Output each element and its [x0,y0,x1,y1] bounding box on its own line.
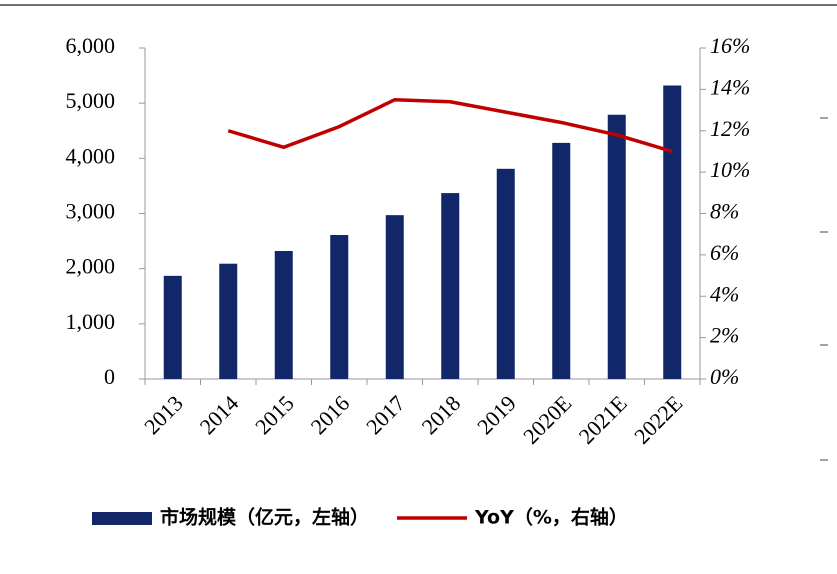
bar [274,251,293,379]
bar [385,215,404,379]
x-tick-label: 2017 [361,390,410,439]
bar [607,114,626,380]
x-tick-label: 2016 [306,390,355,439]
x-tick-label: 2018 [417,390,466,439]
x-tick-label: 2022E [629,390,687,448]
y-tick-label: 6,000 [66,33,116,58]
bar [496,168,515,379]
y2-tick-label: 2% [710,323,739,348]
legend-label: YoY（%，右轴） [474,506,628,529]
y2-tick-label: 10% [710,157,750,182]
x-tick-label: 2020E [518,390,576,448]
y2-tick-label: 0% [710,364,739,389]
x-tick-label: 2015 [250,390,299,439]
bar [219,263,238,379]
y-tick-label: 1,000 [66,309,116,334]
x-tick-label: 2019 [472,390,521,439]
y2-tick-label: 6% [710,240,739,265]
x-tick-label: 2013 [139,390,188,439]
bar [552,142,571,379]
line [227,97,673,154]
bar [663,85,682,379]
y-tick-label: 3,000 [66,199,116,224]
y-tick-label: 2,000 [66,254,116,279]
y2-tick-label: 14% [710,74,750,99]
legend-swatch [92,512,152,525]
y2-tick-label: 8% [710,199,739,224]
y-tick-label: 5,000 [66,88,116,113]
y-tick-label: 4,000 [66,143,116,168]
y-tick-label: 0 [104,364,115,389]
y2-tick-label: 16% [710,33,750,58]
bar [441,193,460,379]
x-tick-label: 2014 [195,390,244,439]
bar [163,275,182,379]
x-tick-label: 2021E [574,390,632,448]
y2-tick-label: 4% [710,281,739,306]
y2-tick-label: 12% [710,116,750,141]
legend-label: 市场规模（亿元，左轴） [160,506,369,529]
bar [330,235,349,379]
